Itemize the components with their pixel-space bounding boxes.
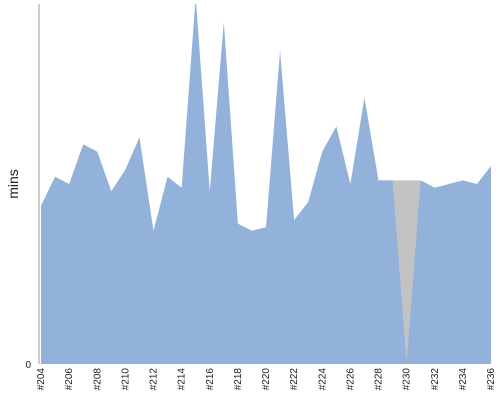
x-tick-label: #230 xyxy=(402,368,413,391)
x-tick-label: #218 xyxy=(233,368,244,391)
plot-area xyxy=(41,4,491,364)
x-tick-label: #222 xyxy=(289,368,300,391)
x-axis-ticks: #204 #206 #208 #210 #212 #214 #216 #218 #220 #222… xyxy=(36,368,497,391)
x-tick-label: #236 xyxy=(486,368,497,391)
x-tick-label: #228 xyxy=(374,368,385,391)
x-tick-label: #208 xyxy=(92,368,103,391)
x-tick-label: #232 xyxy=(430,368,441,391)
x-tick-label: #204 xyxy=(36,368,47,391)
x-tick-label: #234 xyxy=(458,368,469,391)
x-tick-label: #212 xyxy=(149,368,160,391)
y-axis-label: mins xyxy=(5,169,21,199)
y-tick-label: 0 xyxy=(25,360,31,371)
x-tick-label: #214 xyxy=(177,368,188,391)
x-tick-label: #226 xyxy=(345,368,356,391)
x-tick-label: #220 xyxy=(261,368,272,391)
area-series xyxy=(41,4,491,364)
y-axis-ticks: 0 xyxy=(25,360,31,371)
x-tick-label: #224 xyxy=(317,368,328,391)
x-tick-label: #216 xyxy=(205,368,216,391)
x-tick-label: #210 xyxy=(120,368,131,391)
x-tick-label: #206 xyxy=(64,368,75,391)
